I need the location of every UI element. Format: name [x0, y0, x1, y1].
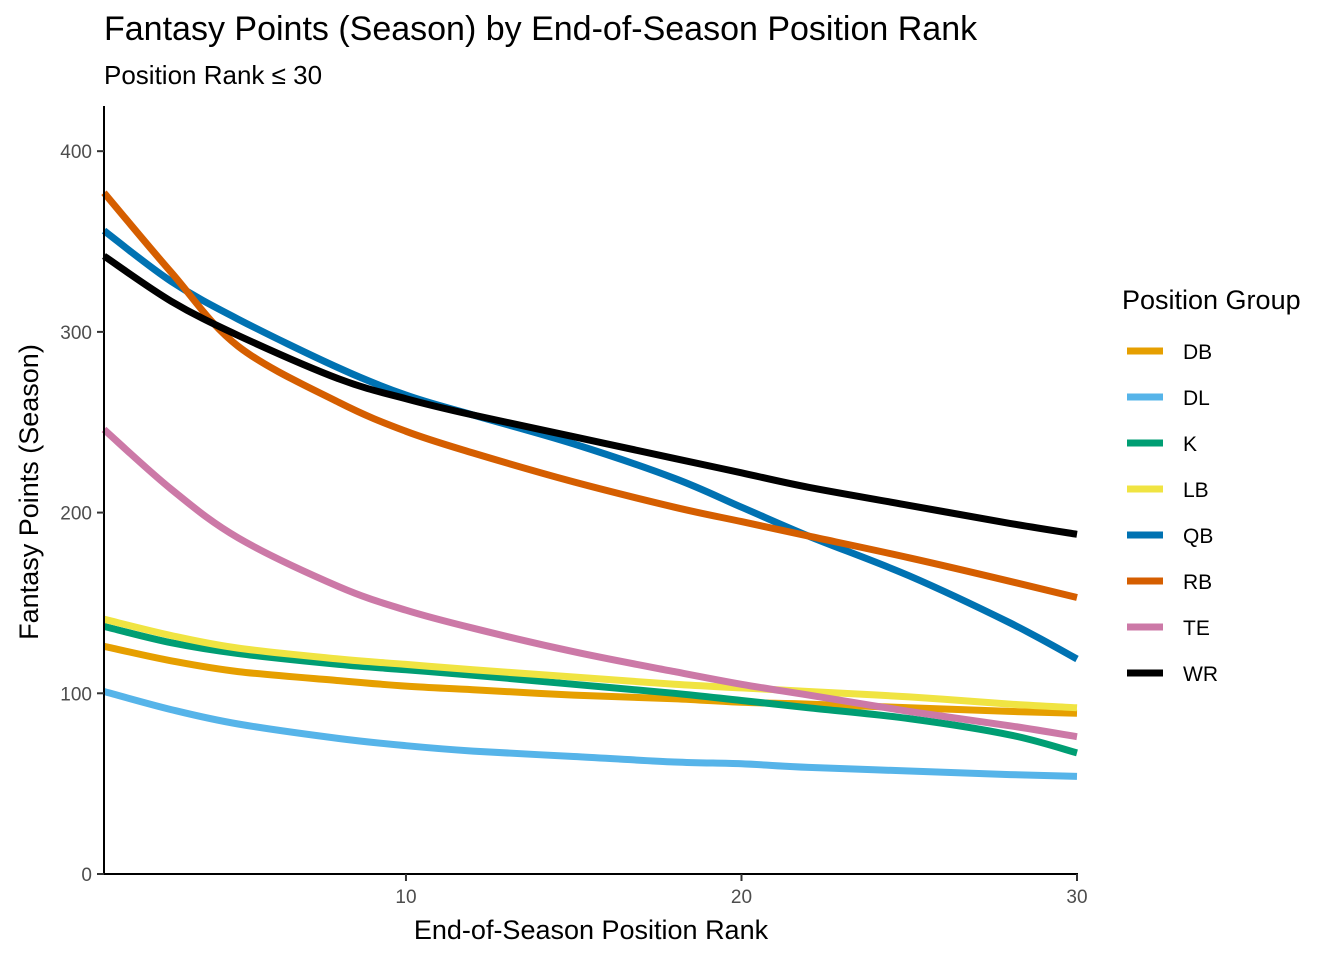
- chart-title: Fantasy Points (Season) by End-of-Season…: [104, 10, 978, 48]
- series-line-te: [101, 426, 1078, 741]
- legend-items: DB DL K LB QB RB TE WR: [1127, 341, 1218, 686]
- x-tick-label: 20: [731, 887, 752, 908]
- y-tick-label: 200: [60, 504, 92, 525]
- series-line-lb: [103, 615, 1078, 712]
- series-line-dl: [103, 688, 1078, 780]
- y-tick-label: 400: [60, 142, 92, 163]
- y-tick-label: 100: [60, 684, 92, 705]
- legend-label-te: TE: [1183, 617, 1210, 640]
- legend-title: Position Group: [1122, 285, 1301, 315]
- legend-label-rb: RB: [1183, 571, 1212, 594]
- series-line-rb: [101, 190, 1078, 601]
- y-tick-label: 0: [81, 865, 92, 886]
- y-axis-ticks: 0 100 200 300 400: [60, 142, 104, 886]
- x-axis-title: End-of-Season Position Rank: [414, 915, 769, 945]
- legend-label-lb: LB: [1183, 479, 1209, 502]
- series-line-k: [103, 622, 1078, 757]
- x-axis-ticks: 10 20 30: [395, 874, 1088, 908]
- series-line-qb: [101, 227, 1079, 663]
- y-tick-label: 300: [60, 323, 92, 344]
- legend-label-qb: QB: [1183, 525, 1213, 548]
- legend-label-db: DB: [1183, 341, 1212, 364]
- series-layer: [101, 190, 1079, 780]
- series-line-wr: [102, 253, 1078, 538]
- legend-label-dl: DL: [1183, 387, 1210, 410]
- series-line-db: [103, 642, 1078, 717]
- legend: Position Group DB DL K LB QB RB TE WR: [1122, 285, 1301, 686]
- legend-label-wr: WR: [1183, 663, 1218, 686]
- x-tick-label: 30: [1066, 887, 1087, 908]
- y-axis-title: Fantasy Points (Season): [14, 344, 44, 640]
- legend-label-k: K: [1183, 433, 1197, 456]
- chart-subtitle: Position Rank ≤ 30: [104, 60, 322, 90]
- x-tick-label: 10: [395, 887, 416, 908]
